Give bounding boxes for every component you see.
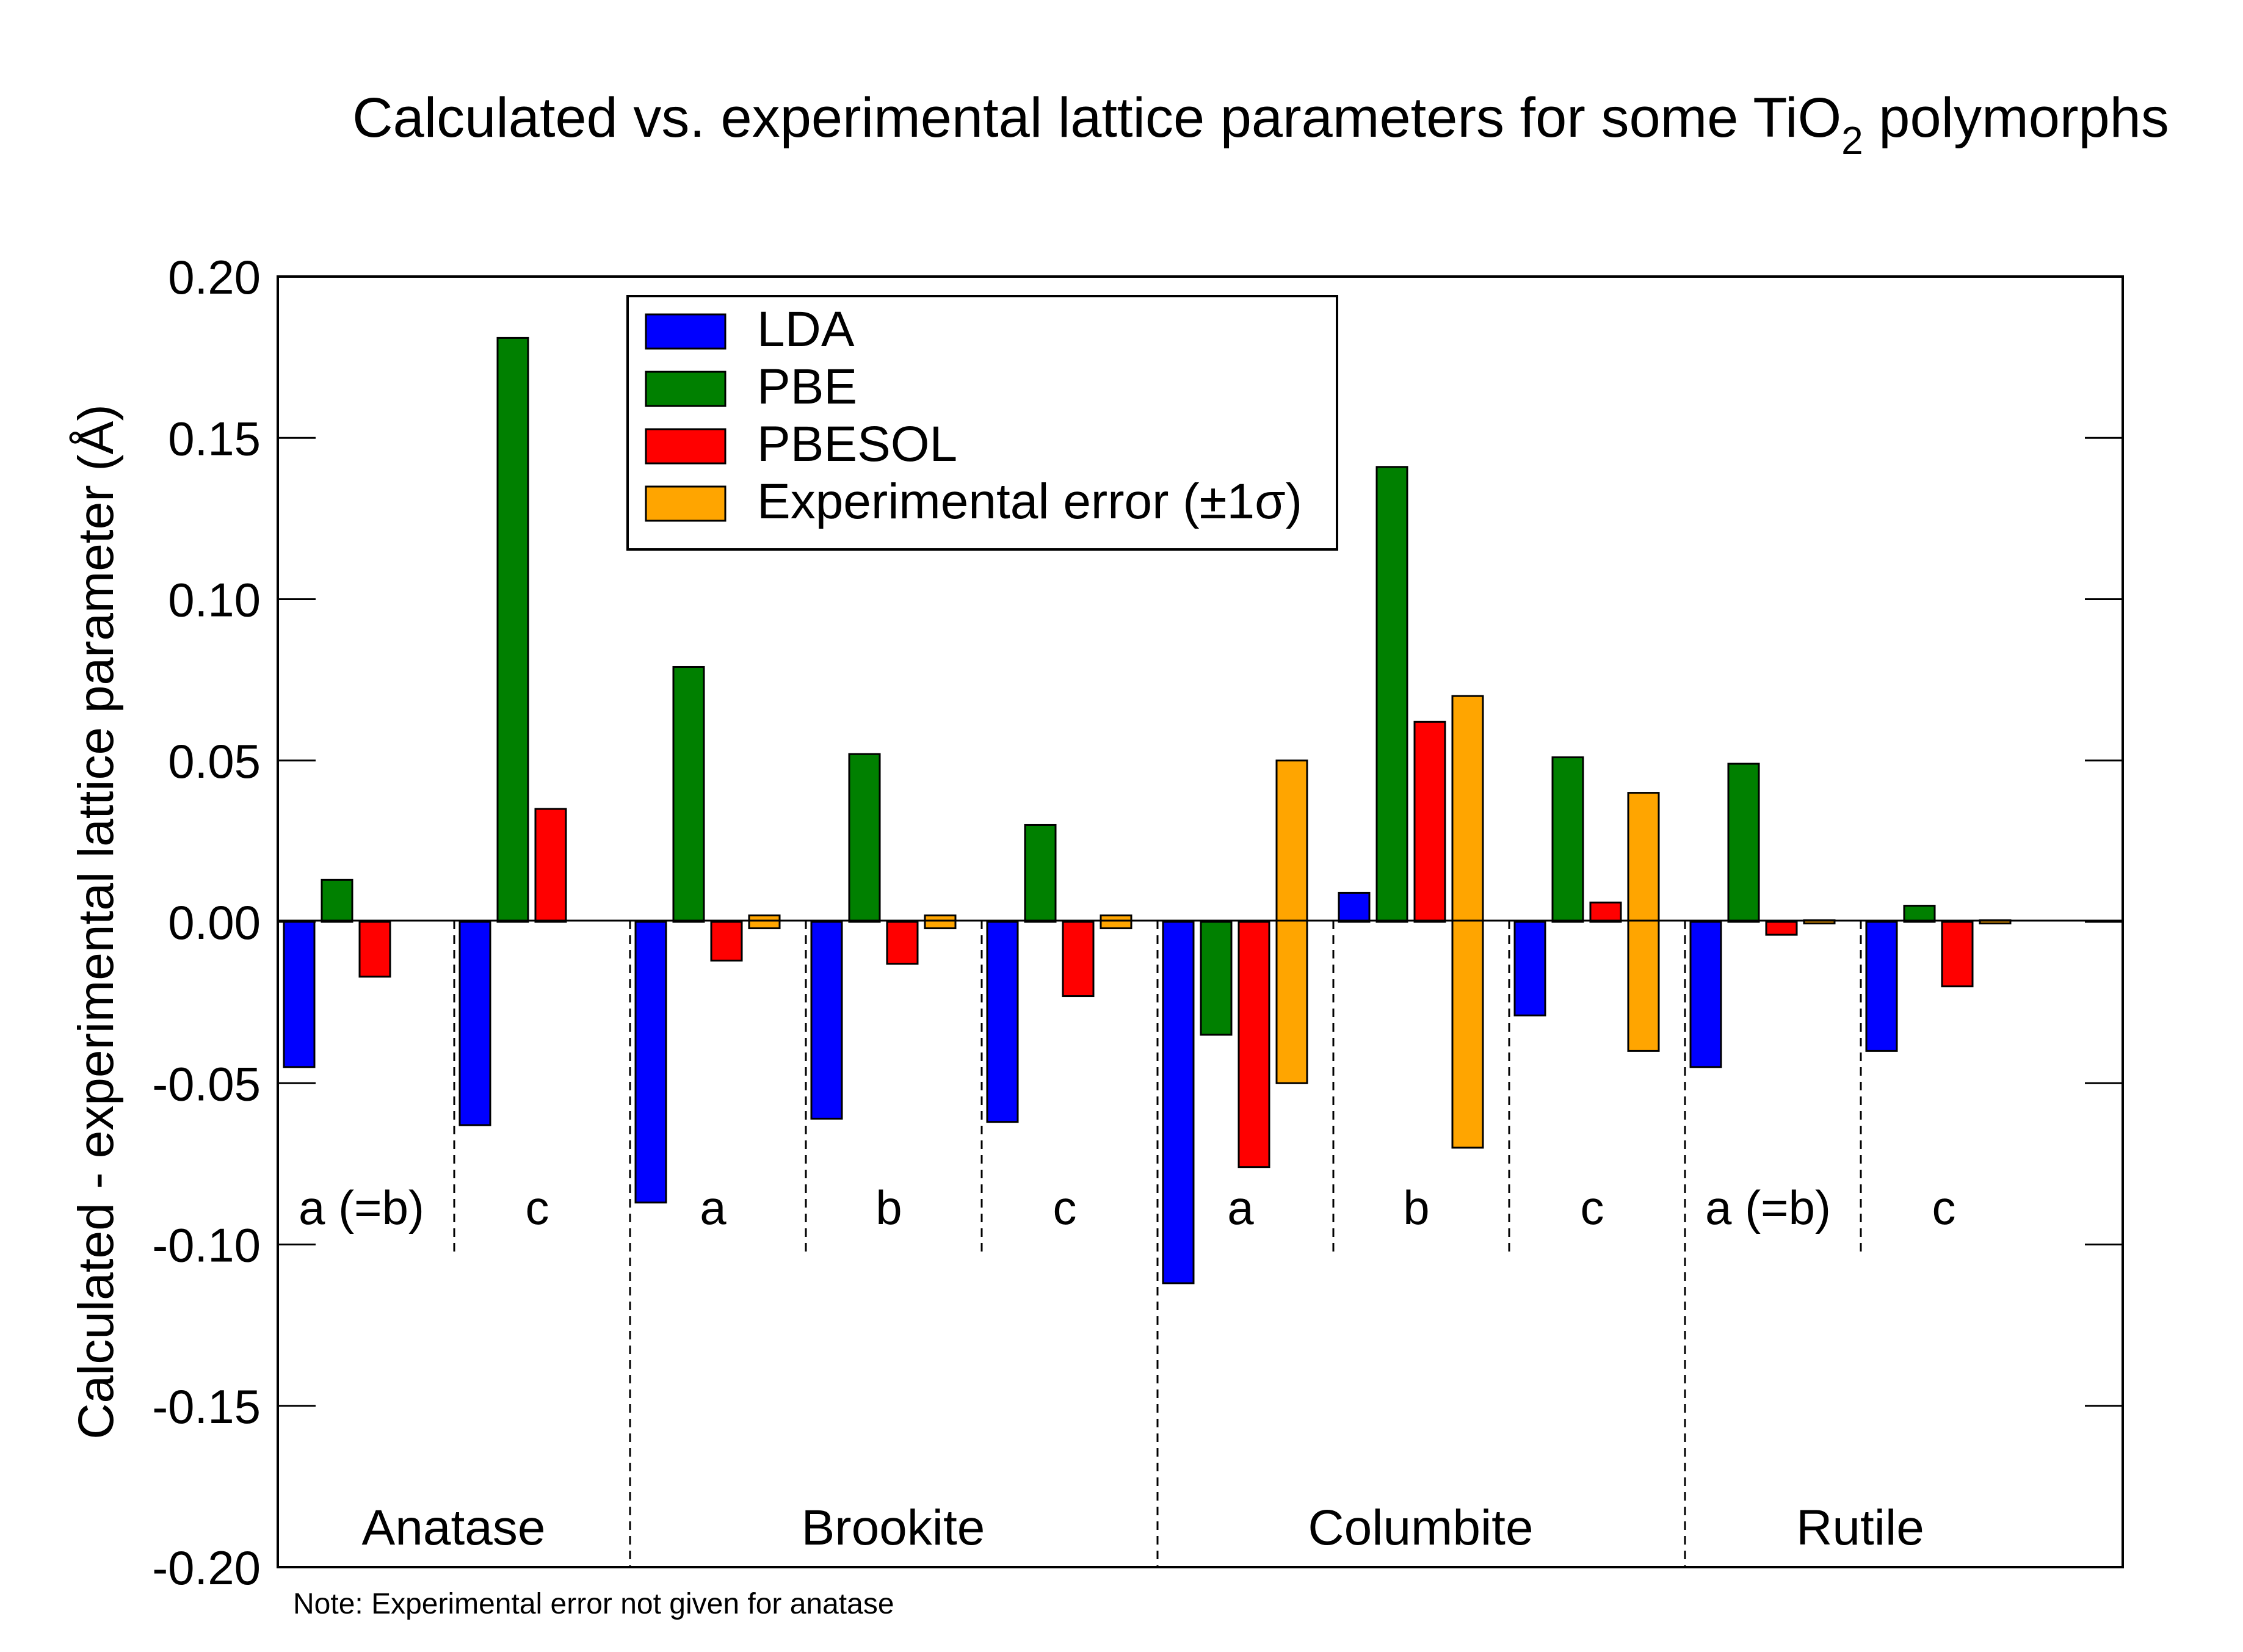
y-tick-label-0-10: -0.10 [152,1219,261,1272]
bar-rutile-c-pbe [1903,905,1936,923]
bar-anatase-a-b-pbe [321,879,353,923]
bar-columbite-a-pbesol [1237,921,1270,1168]
bar-columbite-c-pbesol [1589,901,1622,923]
y-tick-label-0-15: 0.15 [168,411,261,465]
bar-anatase-c-lda [458,921,491,1126]
bar-columbite-c-pbe [1551,756,1584,923]
bar-columbite-b-lda [1338,891,1371,923]
legend-label-lda: LDA [757,302,855,357]
legend-swatch-lda [645,313,727,350]
ticks-layer: 0.20 0.15 0.10 0.05 0.00 -0.05 -0.10 -0.15 -0.20 [152,250,2123,1595]
group-label-anatase: Anatase [362,1500,546,1556]
bar-brookite-c-pbe [1024,824,1057,923]
bar-columbite-a-lda [1162,921,1195,1284]
bar-anatase-c-pbesol [534,808,567,923]
bar-brookite-b-pbesol [886,921,919,965]
chart-title-end: polymorphs [1863,87,2169,149]
bar-columbite-a-pbe [1200,921,1233,1036]
y-axis-label: Calculated - experimental lattice parame… [68,404,124,1439]
bar-rutile-c-pbesol [1941,921,1974,988]
bar-rutile-a-b-pbe [1727,763,1760,923]
bar-rutile-c-lda [1865,921,1898,1052]
bar-columbite-b-pbe [1375,466,1408,923]
bar-anatase-a-b-lda [283,921,316,1068]
param-label-columbite-b: b [1403,1181,1429,1234]
chart-title-main: Calculated vs. experimental lattice para… [352,87,1841,149]
bar-brookite-b-pbe [848,753,881,923]
chart-title: Calculated vs. experimental lattice para… [352,87,2169,162]
param-label-brookite-a: a [700,1181,727,1234]
legend-swatch-pbe [645,371,727,407]
y-tick-label-0-15: -0.15 [152,1380,261,1433]
param-label-columbite-a: a [1227,1181,1254,1234]
bar-brookite-b-experimental-error-1 [924,914,957,930]
bar-brookite-a-pbesol [710,921,743,962]
bars-layer [283,336,2012,1284]
dividers-layer [453,921,1862,1567]
bar-brookite-c-lda [986,921,1019,1123]
category-labels-layer: a (=b) c Anatase a b c Brookite a b c Columbite a (… [299,1181,1955,1556]
param-label-anatase-c: c [526,1181,549,1234]
bar-brookite-b-lda [810,921,843,1120]
legend-label-pbe: PBE [757,359,857,415]
legend-box [626,295,1338,551]
group-label-rutile: Rutile [1796,1500,1924,1556]
param-label-brookite-c: c [1053,1181,1077,1234]
bar-anatase-a-b-pbesol [358,921,391,978]
legend-swatch-pbesol [645,428,727,465]
bar-brookite-a-experimental-error-1 [748,914,781,930]
y-tick-label-0-20: 0.20 [168,250,261,304]
param-label-columbite-c: c [1581,1181,1604,1234]
y-tick-label-0-05: 0.05 [168,734,261,788]
footnote: Note: Experimental error not given for a… [293,1588,894,1620]
legend-label-experimental-error-1: Experimental error (±1σ) [757,474,1302,529]
bar-brookite-c-experimental-error-1 [1100,914,1132,930]
y-tick-label-0-20: -0.20 [152,1541,261,1595]
bar-brookite-a-pbe [672,665,705,923]
y-tick-label-0-00: 0.00 [168,896,261,949]
bar-columbite-c-lda [1513,921,1546,1016]
bar-rutile-a-b-pbesol [1765,921,1798,936]
plot-frame [277,275,2124,1568]
bar-columbite-a-experimental-error-1 [1275,759,1308,1084]
param-label-rutile-c: c [1932,1181,1956,1234]
legend-swatch-experimental-error-1 [645,485,727,522]
y-tick-label-0-05: -0.05 [152,1057,261,1110]
y-tick-label-0-10: 0.10 [168,573,261,627]
param-label-anatase-a-b: a (=b) [299,1181,424,1234]
bar-rutile-a-b-lda [1689,921,1722,1068]
bar-columbite-c-experimental-error-1 [1627,792,1660,1052]
bar-brookite-c-pbesol [1062,921,1095,998]
bar-columbite-b-experimental-error-1 [1451,695,1484,1149]
param-label-brookite-b: b [875,1181,902,1234]
chart-title-subscript: 2 [1841,118,1863,162]
bar-brookite-a-lda [634,921,667,1204]
group-label-brookite: Brookite [802,1500,985,1556]
param-label-rutile-a-b: a (=b) [1705,1181,1831,1234]
bar-anatase-c-pbe [496,336,529,923]
bar-columbite-b-pbesol [1413,720,1446,923]
legend-label-pbesol: PBESOL [757,416,957,472]
group-label-columbite: Columbite [1308,1500,1533,1556]
